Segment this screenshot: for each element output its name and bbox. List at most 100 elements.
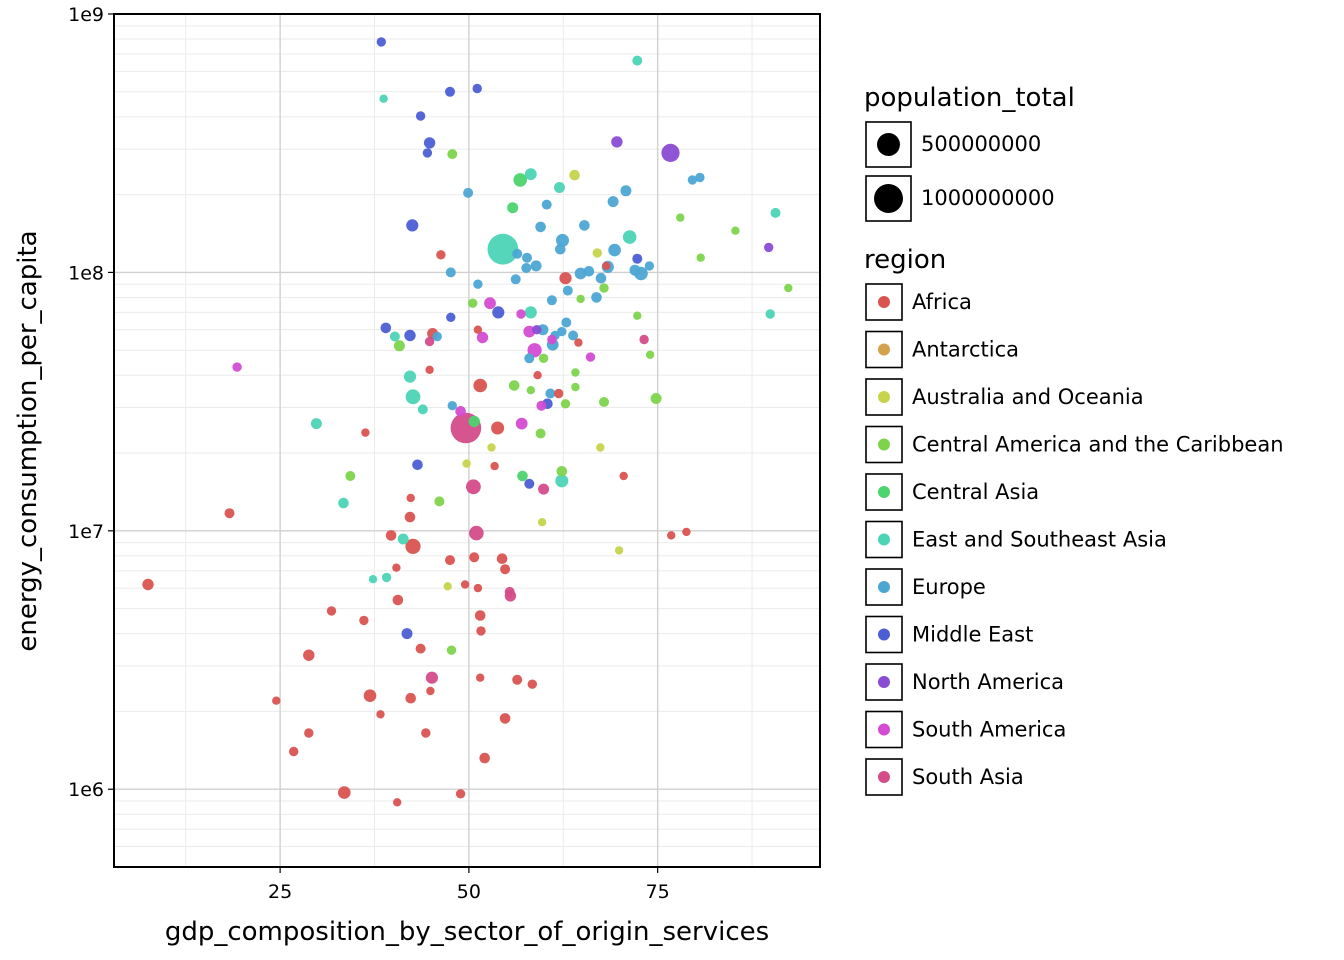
- data-point: [466, 479, 481, 495]
- data-point: [682, 527, 691, 537]
- data-point: [403, 370, 417, 383]
- data-point: [455, 406, 466, 417]
- data-point: [326, 606, 337, 616]
- data-point: [591, 292, 602, 303]
- data-point: [555, 243, 566, 255]
- data-point: [554, 388, 564, 399]
- data-point: [569, 169, 580, 181]
- minor-gridlines: [114, 14, 820, 868]
- color-legend-label: South America: [912, 718, 1066, 742]
- data-point: [595, 272, 607, 284]
- data-point: [579, 220, 590, 231]
- color-legend-swatch: [878, 628, 890, 641]
- data-point: [376, 37, 386, 47]
- data-point: [585, 352, 596, 362]
- data-point: [417, 404, 428, 415]
- data-point: [473, 325, 483, 334]
- data-point: [555, 474, 569, 488]
- color-legend-key: [865, 330, 903, 369]
- data-point: [361, 428, 370, 437]
- data-point: [696, 253, 705, 262]
- data-point: [310, 418, 322, 430]
- data-point: [596, 443, 605, 452]
- data-point: [404, 511, 416, 523]
- color-legend-swatch: [878, 533, 890, 546]
- data-point: [338, 497, 349, 509]
- data-point: [380, 322, 392, 334]
- data-point: [571, 368, 580, 377]
- data-point: [562, 285, 573, 296]
- data-point: [443, 582, 452, 591]
- plot-border: [113, 13, 821, 868]
- data-point: [568, 330, 579, 341]
- data-point: [393, 798, 402, 807]
- y-tick-label: 1e8: [68, 262, 104, 284]
- data-point: [644, 261, 655, 271]
- data-point: [517, 470, 528, 482]
- data-point: [513, 173, 527, 187]
- data-point: [476, 331, 489, 344]
- data-point: [607, 196, 619, 208]
- size-legend: population_total 500000000 1000000000: [864, 83, 1075, 222]
- data-point: [412, 459, 423, 471]
- data-point: [524, 168, 537, 181]
- data-point: [472, 83, 482, 94]
- data-point: [532, 325, 542, 335]
- color-legend-swatch: [878, 438, 890, 451]
- color-legend-title: region: [864, 245, 946, 275]
- data-point: [479, 752, 491, 764]
- data-point: [446, 645, 457, 655]
- data-point: [557, 326, 567, 337]
- data-point: [468, 298, 478, 308]
- data-point: [611, 136, 623, 148]
- data-point: [389, 331, 400, 342]
- x-axis-label: gdp_composition_by_sector_of_origin_serv…: [165, 917, 769, 947]
- data-point: [622, 230, 637, 244]
- y-tick-label: 1e9: [68, 4, 104, 26]
- size-legend-symbol: [877, 133, 900, 156]
- data-point: [645, 350, 655, 359]
- data-point: [406, 493, 415, 503]
- color-legend-label: Australia and Oceania: [912, 385, 1144, 409]
- data-point: [629, 264, 641, 276]
- color-legend-label: Africa: [912, 290, 972, 314]
- x-axis-ticks: 25 50 75: [268, 867, 670, 903]
- y-tick-label: 1e6: [68, 779, 104, 801]
- data-point: [381, 572, 392, 583]
- data-point: [426, 686, 435, 696]
- data-point: [571, 382, 580, 392]
- data-point: [487, 233, 519, 265]
- data-point: [462, 459, 471, 468]
- data-point: [784, 283, 793, 293]
- data-point: [602, 261, 611, 271]
- color-legend-label: South Asia: [912, 765, 1024, 789]
- data-point: [379, 94, 388, 103]
- data-point: [731, 226, 740, 235]
- data-point: [522, 252, 532, 263]
- data-point: [687, 175, 698, 185]
- data-point: [546, 295, 557, 306]
- data-point: [561, 317, 572, 328]
- data-point: [537, 518, 547, 527]
- data-point: [667, 531, 676, 540]
- data-points: [142, 37, 793, 807]
- data-point: [304, 728, 314, 738]
- data-point: [376, 710, 385, 719]
- data-point: [556, 466, 568, 477]
- data-point: [507, 202, 519, 214]
- color-legend-swatch: [878, 343, 890, 356]
- data-point: [405, 389, 421, 405]
- data-point: [574, 338, 583, 347]
- x-tick-label: 75: [646, 881, 670, 903]
- data-point: [445, 555, 455, 566]
- data-point: [633, 311, 642, 320]
- data-point: [764, 242, 774, 253]
- data-point: [559, 272, 572, 285]
- data-point: [424, 336, 435, 347]
- data-point: [423, 137, 436, 149]
- data-point: [432, 331, 442, 342]
- data-point: [405, 538, 421, 555]
- data-point: [650, 393, 662, 404]
- data-point: [632, 253, 643, 264]
- y-axis-label: energy_consumption_per_capita: [13, 230, 43, 651]
